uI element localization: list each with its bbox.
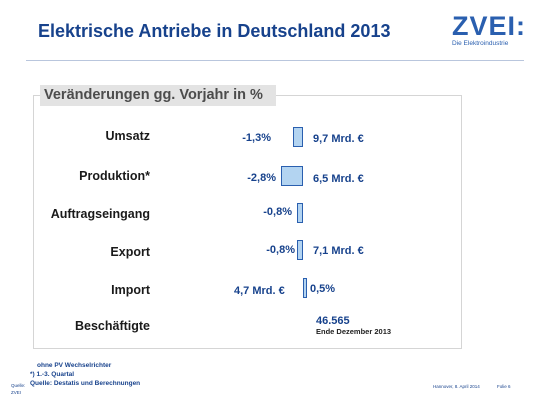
row-label-export: Export bbox=[110, 245, 150, 259]
row-label-import: Import bbox=[111, 283, 150, 297]
bar-umsatz bbox=[292, 127, 303, 147]
change-label-umsatz: -1,3% bbox=[242, 132, 271, 144]
footnote-quarter: *) 1.-3. Quartal bbox=[30, 371, 75, 378]
row-label-beschaeftigte: Beschäftigte bbox=[74, 319, 150, 333]
logo-tagline: Die Elektroindustrie bbox=[452, 40, 509, 47]
slide-title: Elektrische Antriebe in Deutschland 2013 bbox=[38, 21, 391, 41]
bar-produktion bbox=[280, 166, 303, 186]
change-label-auftragseingang: -0,8% bbox=[263, 206, 292, 218]
bar-import bbox=[303, 278, 307, 298]
logo-wordmark: ZVEI: bbox=[452, 11, 527, 41]
row-label-umsatz: Umsatz bbox=[105, 129, 150, 143]
chart-subtitle: Veränderungen gg. Vorjahr in % bbox=[44, 87, 263, 103]
footer-source-prefix: Quelle: bbox=[11, 383, 26, 388]
change-label-produktion: -2,8% bbox=[247, 172, 276, 184]
row-label-auftragseingang: Auftragseingang bbox=[50, 207, 150, 221]
employees-note: Ende Dezember 2013 bbox=[316, 327, 392, 336]
volume-label-export: 7,1 Mrd. € bbox=[313, 245, 364, 257]
employees-value: 46.565 bbox=[316, 315, 350, 327]
footnote-source: Quelle: Destatis und Berechnungen bbox=[30, 380, 141, 387]
change-label-export: -0,8% bbox=[266, 244, 295, 256]
footnote-pv: ohne PV Wechselrichter bbox=[37, 362, 112, 369]
change-label-import: 0,5% bbox=[310, 283, 336, 295]
chart-subtitle-box bbox=[40, 85, 276, 106]
bar-export bbox=[296, 240, 303, 260]
footer-page: Folie 6 bbox=[497, 384, 511, 389]
bar-auftragseingang bbox=[296, 203, 303, 223]
row-label-produktion: Produktion* bbox=[79, 169, 150, 183]
volume-label-umsatz: 9,7 Mrd. € bbox=[313, 133, 364, 145]
zvei-logo: ZVEI: Die Elektroindustrie bbox=[452, 11, 527, 48]
footer-date: Hannover, 8. April 2014 bbox=[433, 384, 480, 389]
volume-label-produktion: 6,5 Mrd. € bbox=[313, 173, 364, 185]
footer-source-org: ZVEI bbox=[11, 390, 22, 395]
volume-label-import: 4,7 Mrd. € bbox=[234, 285, 285, 297]
title-divider bbox=[26, 60, 524, 61]
